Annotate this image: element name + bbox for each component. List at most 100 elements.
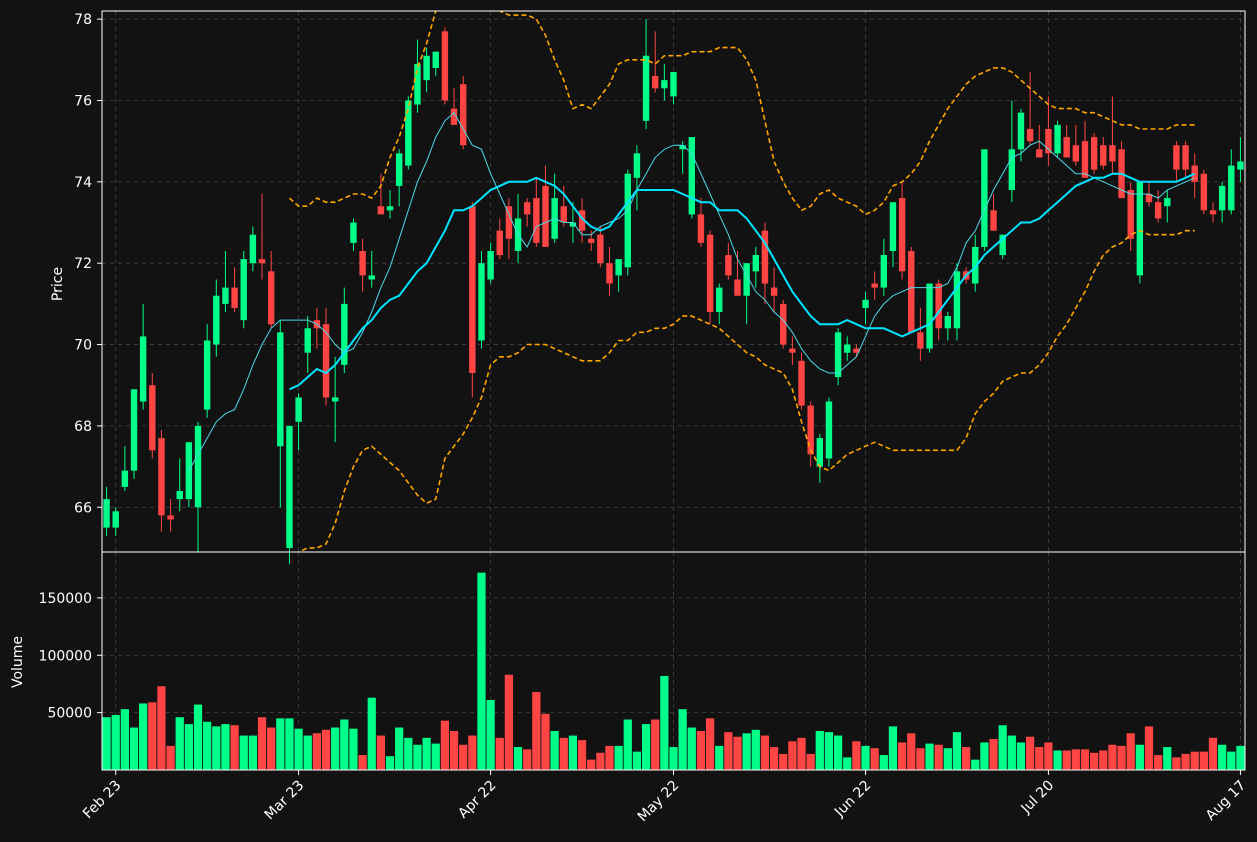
price-grid	[102, 11, 1245, 552]
volume-bar	[1135, 744, 1144, 770]
candle-body	[981, 149, 988, 247]
price-y-axis: 66 68 70 72 74 76 78	[74, 12, 102, 516]
volume-bar	[111, 714, 120, 770]
candle-body	[688, 137, 695, 215]
candle-body	[121, 470, 129, 487]
candle-body	[871, 283, 878, 288]
volume-bar	[1144, 726, 1154, 770]
candle-body	[898, 198, 906, 272]
candle-body	[496, 230, 503, 256]
volume-bar	[861, 745, 870, 770]
volume-bar	[321, 729, 331, 770]
volume-bar	[449, 730, 459, 770]
candle-body	[1218, 185, 1226, 211]
volume-bar	[705, 718, 715, 770]
candle-body	[304, 328, 311, 353]
candle-body	[752, 255, 759, 272]
candle-body	[1100, 145, 1107, 166]
volume-bar	[815, 730, 824, 770]
candle-body	[1200, 173, 1208, 211]
volume-bar	[267, 727, 276, 770]
candle-body	[889, 202, 897, 251]
volume-bar	[1071, 749, 1080, 770]
volume-bar	[102, 717, 111, 770]
candle-body	[716, 287, 723, 313]
volume-bar	[980, 742, 989, 770]
volume-bar	[1181, 753, 1190, 770]
candle-body	[533, 198, 540, 243]
candle-body	[560, 206, 567, 223]
candle-body	[1081, 141, 1089, 178]
candle-body	[953, 271, 961, 329]
volume-bar	[1062, 750, 1071, 770]
candle-body	[1136, 181, 1144, 276]
volume-bar	[468, 735, 477, 770]
candle-body	[807, 405, 814, 455]
volume-bar	[541, 713, 550, 770]
volume-bar	[998, 725, 1007, 770]
volume-bar	[239, 735, 248, 770]
volume-bar	[833, 735, 843, 770]
volume-bar	[367, 697, 376, 770]
candle-body	[743, 263, 750, 296]
candle-body	[478, 263, 485, 341]
volume-bar	[1236, 745, 1245, 770]
candle-body	[670, 72, 677, 97]
candle-body	[441, 31, 449, 101]
candle-body	[569, 222, 577, 227]
volume-grid	[102, 552, 1245, 770]
candle-body	[1063, 137, 1070, 158]
candle-body	[249, 234, 257, 264]
price-tick-label: 78	[74, 12, 92, 28]
candle-body	[286, 425, 293, 548]
candle-body	[642, 55, 650, 121]
volume-bar	[605, 745, 614, 770]
candle-body	[606, 263, 613, 284]
volume-bar	[696, 730, 706, 770]
volume-bar	[312, 733, 321, 770]
volume-bar	[1172, 757, 1181, 770]
candle-body	[999, 234, 1006, 256]
candle-body	[661, 80, 668, 89]
volume-bar	[1108, 744, 1117, 770]
candle-body	[386, 206, 394, 211]
volume-bar	[587, 759, 596, 770]
volume-bar	[294, 728, 303, 770]
candle-body	[770, 287, 778, 296]
volume-bar	[660, 675, 669, 770]
candle-body	[176, 490, 183, 500]
volume-bar	[1218, 744, 1227, 770]
candle-body	[679, 145, 686, 150]
candle-body	[1228, 165, 1235, 211]
candle-body	[377, 206, 385, 215]
price-tick-label: 66	[74, 500, 92, 516]
candle-body	[222, 287, 229, 304]
volume-bar	[724, 732, 733, 770]
candle-body	[1164, 198, 1171, 207]
volume-bar	[248, 735, 257, 770]
candle-body	[615, 259, 622, 276]
candle-body	[505, 206, 513, 239]
price-tick-label: 76	[74, 93, 92, 109]
volume-bar	[486, 700, 495, 770]
volume-bar	[779, 753, 788, 770]
volume-bar	[623, 719, 632, 770]
candle-body	[578, 210, 586, 231]
volume-bar	[1053, 750, 1062, 770]
candle-body	[697, 214, 705, 243]
candle-body	[908, 250, 915, 333]
candle-body	[789, 348, 796, 353]
candle-body	[652, 76, 659, 89]
volume-bar	[1080, 749, 1090, 770]
volume-bar	[477, 572, 486, 770]
candle-body	[706, 234, 714, 313]
volume-bar	[331, 727, 340, 770]
volume-bar	[577, 740, 587, 770]
volume-bar	[824, 732, 834, 770]
ma-fast-line	[188, 111, 1195, 471]
price-tick-label: 68	[74, 419, 92, 435]
candle-body	[880, 255, 888, 288]
volume-bar	[568, 735, 578, 770]
candle-body	[1145, 194, 1153, 203]
